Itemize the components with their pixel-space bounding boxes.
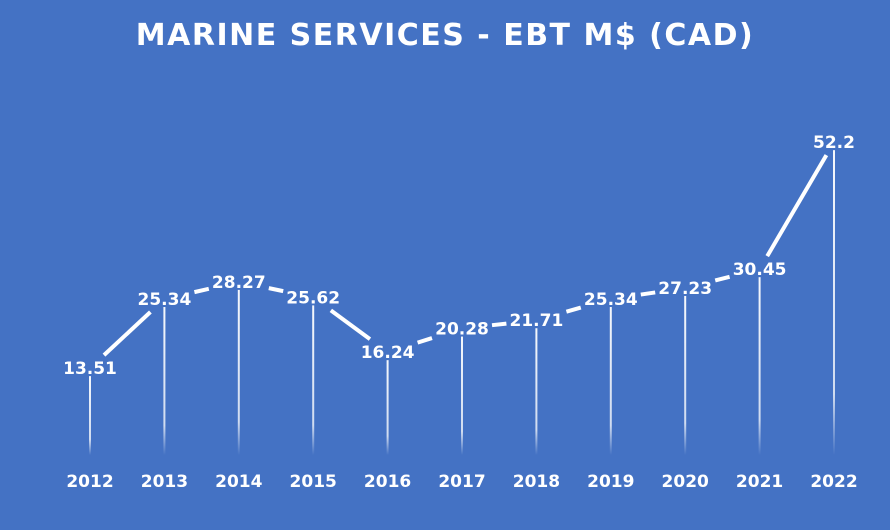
data-label: 21.71 <box>510 311 564 331</box>
x-tick-label: 2019 <box>587 472 634 492</box>
x-tick-label: 2017 <box>438 472 485 492</box>
drop-line <box>312 305 315 455</box>
chart-title: MARINE SERVICES - EBT M$ (CAD) <box>135 18 755 53</box>
x-tick-label: 2013 <box>141 472 188 492</box>
data-label: 16.24 <box>361 343 415 363</box>
drop-line <box>833 150 835 456</box>
drop-line <box>163 307 166 455</box>
data-label: 28.27 <box>212 273 266 293</box>
series-line <box>102 154 829 357</box>
drop-line <box>609 307 612 455</box>
drop-line <box>89 376 91 455</box>
series-line-segment <box>102 310 152 357</box>
data-labels: 13.51 25.34 28.27 25.62 16.24 20.28 21.71 25.34… <box>63 133 855 379</box>
drop-line <box>535 328 538 455</box>
drop-line <box>237 289 240 455</box>
x-axis-tick-labels: 2012 2013 2014 2015 2016 2017 2018 2019 2020 2021… <box>66 472 857 492</box>
series-line-segment <box>329 308 372 341</box>
x-tick-label: 2022 <box>810 472 857 492</box>
drop-line <box>758 277 761 455</box>
drop-line <box>684 295 687 455</box>
x-tick-label: 2021 <box>736 472 783 492</box>
x-tick-label: 2016 <box>364 472 411 492</box>
data-label: 20.28 <box>435 320 489 340</box>
data-label: 25.34 <box>138 290 192 310</box>
series-line-segment <box>416 336 433 345</box>
drop-lines <box>89 150 835 456</box>
series-line-segment <box>765 154 829 258</box>
x-tick-label: 2018 <box>513 472 560 492</box>
drop-line <box>386 360 389 455</box>
x-tick-label: 2014 <box>215 472 262 492</box>
data-label: 30.45 <box>733 260 787 280</box>
series-line-segment <box>268 286 284 294</box>
series-line-segment <box>193 286 210 295</box>
series-line-segment <box>565 305 582 314</box>
data-label: 25.34 <box>584 290 638 310</box>
x-tick-label: 2020 <box>662 472 709 492</box>
x-tick-label: 2012 <box>66 472 113 492</box>
series-line-segment <box>491 321 507 328</box>
data-label: 27.23 <box>658 279 712 299</box>
data-label: 52.2 <box>813 133 855 153</box>
data-label: 25.62 <box>286 288 340 308</box>
series-line-segment <box>714 274 731 283</box>
drop-line <box>461 336 463 455</box>
x-tick-label: 2015 <box>290 472 337 492</box>
series-line-segment <box>640 290 656 297</box>
data-label: 13.51 <box>63 359 117 379</box>
